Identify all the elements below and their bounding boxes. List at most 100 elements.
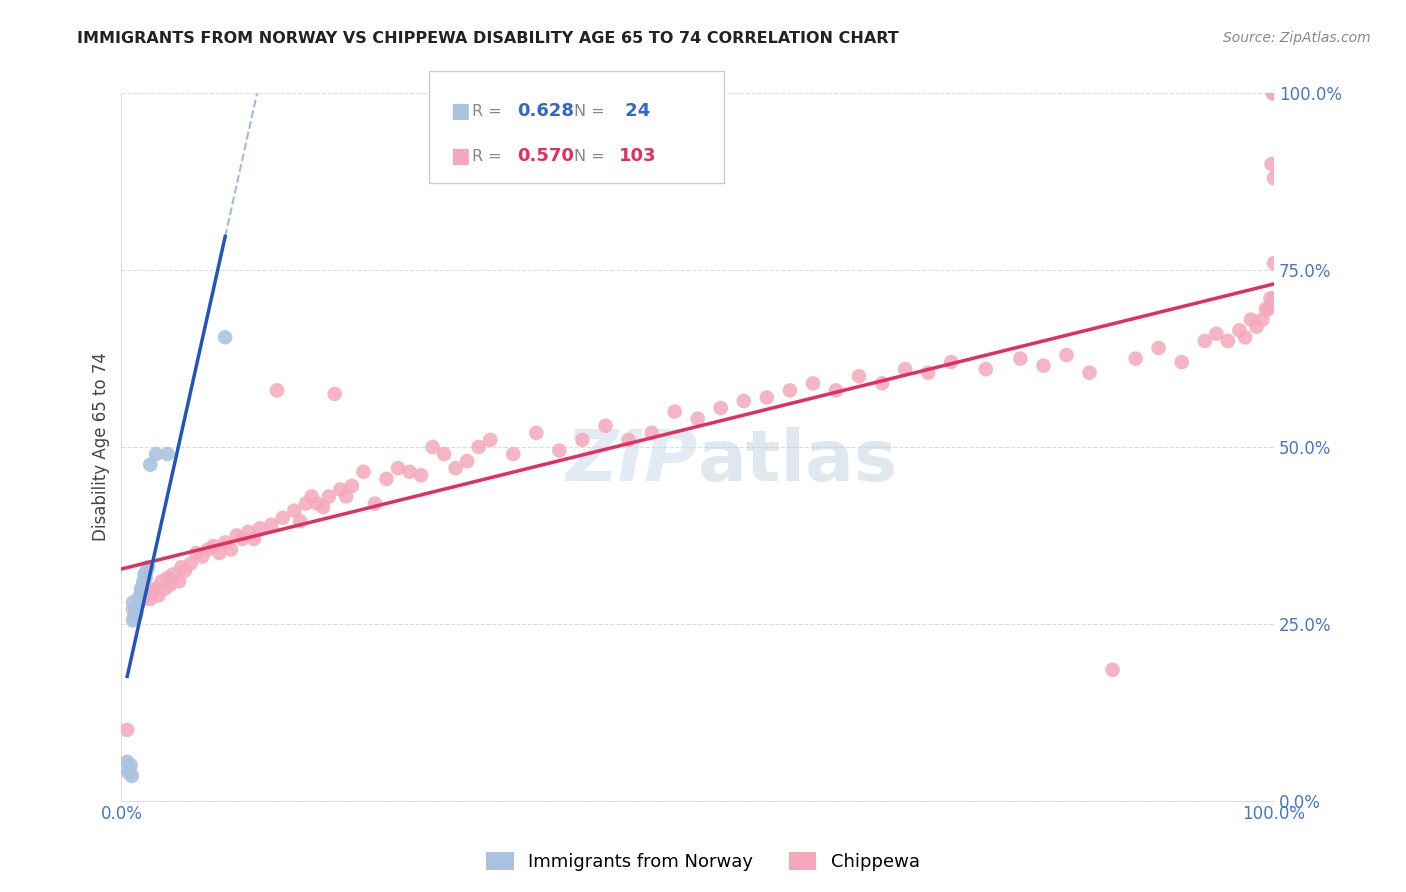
Point [1010,351,1032,366]
Point [122,596,145,610]
Text: ■: ■ [450,146,470,166]
Point [1263,256,1285,270]
Point [686,411,709,425]
Point [1125,351,1147,366]
Text: 0.570: 0.570 [517,147,574,165]
Point [155,582,177,596]
Point [825,384,848,398]
Point [125,606,148,620]
Point [467,440,489,454]
Point [640,425,662,440]
Point [502,447,524,461]
Point [664,404,686,418]
Point [456,454,478,468]
Point [1032,359,1054,373]
Point [1261,87,1284,101]
Point [249,521,271,535]
Point [127,599,149,614]
Point [733,394,755,409]
Point [197,542,219,557]
Point [191,549,214,564]
Point [271,510,294,524]
Point [1263,87,1285,101]
Point [1147,341,1170,355]
Point [214,330,236,344]
Point [214,535,236,549]
Point [131,592,153,607]
Point [1194,334,1216,348]
Point [1101,663,1123,677]
Point [122,613,145,627]
Point [1260,157,1282,171]
Point [120,758,142,772]
Point [266,384,288,398]
Point [375,472,398,486]
Point [180,557,202,571]
Point [307,497,329,511]
Point [617,433,640,447]
Point [135,571,157,585]
Text: Source: ZipAtlas.com: Source: ZipAtlas.com [1223,31,1371,45]
Point [755,391,778,405]
Point [323,387,346,401]
Point [1263,171,1285,186]
Point [779,384,801,398]
Point [128,589,150,603]
Point [122,602,145,616]
Point [139,458,162,472]
Point [170,560,193,574]
Point [135,585,157,599]
Point [1056,348,1078,362]
Point [118,762,141,776]
Point [340,479,363,493]
Point [1254,301,1277,316]
Point [1227,323,1250,337]
Point [974,362,997,376]
Point [159,578,181,592]
Point [283,503,305,517]
Text: atlas: atlas [697,426,897,496]
Point [156,571,179,585]
Point [148,589,170,603]
Point [243,532,266,546]
Point [548,443,571,458]
Point [1240,312,1263,326]
Point [1205,326,1227,341]
Point [1234,330,1257,344]
Point [115,755,138,769]
Point [1170,355,1192,369]
Point [231,532,253,546]
Text: IMMIGRANTS FROM NORWAY VS CHIPPEWA DISABILITY AGE 65 TO 74 CORRELATION CHART: IMMIGRANTS FROM NORWAY VS CHIPPEWA DISAB… [77,31,898,46]
Point [139,592,162,607]
Text: N =: N = [574,149,610,163]
Point [387,461,409,475]
Point [117,765,139,780]
Point [162,567,184,582]
Text: ZIP: ZIP [565,426,697,496]
Point [150,574,173,589]
Point [894,362,917,376]
Text: 24: 24 [619,103,650,120]
Point [131,585,153,599]
Point [142,585,165,599]
Point [124,602,146,616]
Point [295,497,318,511]
Point [167,574,190,589]
Point [145,582,167,596]
Point [433,447,456,461]
Point [1263,292,1285,306]
Point [122,609,145,624]
Point [524,425,547,440]
Point [1260,292,1282,306]
Point [145,447,167,461]
Point [398,465,420,479]
Point [186,546,208,560]
Point [1251,312,1274,326]
Point [301,490,323,504]
Point [1246,319,1268,334]
Point [329,483,352,497]
Point [173,564,195,578]
Point [318,490,340,504]
Point [848,369,870,384]
Point [260,517,283,532]
